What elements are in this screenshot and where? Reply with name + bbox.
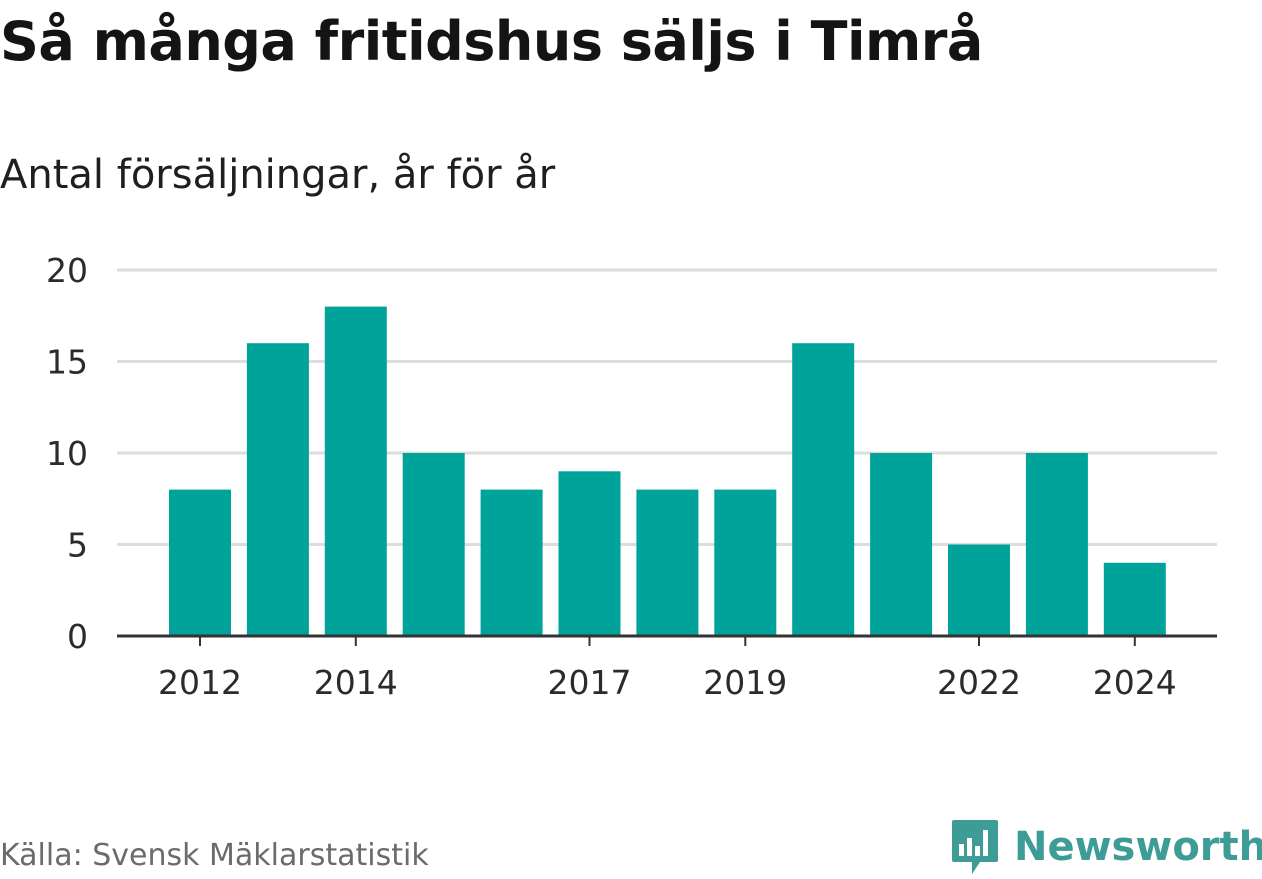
bar-2013 — [246, 343, 309, 636]
y-tick-label-15: 15 — [46, 343, 88, 382]
brand-name: Newsworthy — [1014, 824, 1262, 870]
bar-2012 — [169, 489, 231, 636]
x-tick-label-2014: 2014 — [314, 663, 398, 702]
bar-2021 — [870, 453, 933, 636]
y-tick-label-20: 20 — [46, 251, 88, 290]
chart-subtitle: Antal försäljningar, år för år — [0, 152, 556, 198]
bar-2017 — [558, 471, 621, 636]
chart-title: Så många fritidshus säljs i Timrå — [0, 10, 983, 73]
bar-2023 — [1025, 453, 1088, 636]
x-tick-label-2024: 2024 — [1093, 663, 1177, 702]
newsworthy-logo-icon — [952, 820, 998, 874]
x-tick-label-2012: 2012 — [158, 663, 242, 702]
source-note: Källa: Svensk Mäklarstatistik — [0, 838, 429, 873]
bar-2014 — [324, 306, 387, 636]
x-tick-label-2019: 2019 — [703, 663, 787, 702]
y-tick-label-10: 10 — [46, 434, 88, 473]
bar-2018 — [636, 489, 699, 636]
bar-2024 — [1103, 562, 1166, 636]
bar-2020 — [792, 343, 855, 636]
brand-logo: Newsworthy — [950, 818, 1262, 876]
x-tick-label-2017: 2017 — [548, 663, 632, 702]
x-tick-label-2022: 2022 — [937, 663, 1021, 702]
y-tick-label-5: 5 — [67, 526, 88, 565]
bar-2022 — [948, 544, 1010, 636]
bar-2016 — [480, 489, 543, 636]
bar-2019 — [714, 489, 777, 636]
y-tick-label-0: 0 — [67, 617, 88, 656]
bar-2015 — [402, 453, 465, 636]
